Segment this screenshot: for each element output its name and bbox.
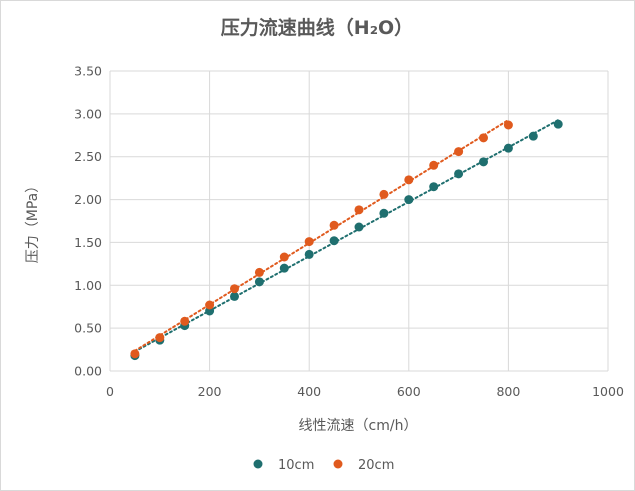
data-point-10cm xyxy=(479,157,488,167)
data-point-20cm xyxy=(205,300,215,310)
gridlines xyxy=(109,70,609,372)
legend-marker-20cm xyxy=(333,459,343,469)
data-point-20cm xyxy=(479,133,488,143)
data-point-20cm xyxy=(304,237,314,247)
data-point-20cm xyxy=(429,160,439,170)
data-point-10cm xyxy=(503,143,513,153)
y-axis-label: 压力（MPa） xyxy=(25,179,41,263)
data-point-10cm xyxy=(553,119,563,129)
y-tick-label: 0.50 xyxy=(74,321,102,336)
x-tick-label: 400 xyxy=(297,384,321,399)
data-point-20cm xyxy=(279,252,289,262)
data-point-20cm xyxy=(130,349,140,359)
data-point-20cm xyxy=(254,267,264,277)
data-point-20cm xyxy=(379,189,389,199)
data-point-20cm xyxy=(230,284,239,294)
data-point-10cm xyxy=(254,277,264,287)
x-tick-label: 800 xyxy=(496,384,520,399)
trendlines xyxy=(133,119,560,353)
legend: 10cm 20cm xyxy=(253,458,394,473)
data-point-20cm xyxy=(329,220,339,230)
data-point-10cm xyxy=(304,249,314,259)
x-tick-label: 0 xyxy=(106,384,114,399)
data-point-20cm xyxy=(155,333,165,343)
y-tick-label: 3.00 xyxy=(74,106,102,121)
data-point-20cm xyxy=(404,175,414,185)
data-point-10cm xyxy=(528,131,538,141)
data-point-10cm xyxy=(454,169,464,179)
data-point-10cm xyxy=(404,195,414,205)
data-point-10cm xyxy=(354,222,364,232)
x-tick-label: 1000 xyxy=(592,384,624,399)
data-point-10cm xyxy=(329,236,339,246)
data-point-10cm xyxy=(279,263,289,273)
x-tick-label: 200 xyxy=(198,384,222,399)
trendline-10cm xyxy=(133,119,560,353)
data-points xyxy=(130,119,563,361)
y-tick-label: 2.50 xyxy=(74,149,102,164)
legend-label-10cm: 10cm xyxy=(278,458,314,473)
data-point-10cm xyxy=(429,182,439,192)
legend-marker-10cm xyxy=(253,459,263,469)
y-tick-labels: 0.00 0.50 1.00 1.50 2.00 2.50 3.00 3.50 xyxy=(74,64,102,379)
x-tick-label: 600 xyxy=(397,384,421,399)
y-tick-label: 3.50 xyxy=(74,64,102,79)
legend-label-20cm: 20cm xyxy=(358,458,394,473)
y-tick-label: 2.00 xyxy=(74,192,102,207)
chart-title: 压力流速曲线（H₂O） xyxy=(221,16,413,39)
x-tick-labels: 0 200 400 600 800 1000 xyxy=(106,384,624,399)
y-tick-label: 1.50 xyxy=(74,235,102,250)
y-tick-label: 0.00 xyxy=(74,364,102,379)
data-point-20cm xyxy=(180,316,190,326)
x-axis-label: 线性流速（cm/h） xyxy=(299,418,418,434)
data-point-20cm xyxy=(454,147,464,157)
trendline-20cm xyxy=(133,119,510,352)
data-point-20cm xyxy=(354,205,364,215)
y-tick-label: 1.00 xyxy=(74,278,102,293)
data-point-10cm xyxy=(230,291,239,301)
data-point-10cm xyxy=(379,208,389,218)
data-point-20cm xyxy=(503,120,513,130)
